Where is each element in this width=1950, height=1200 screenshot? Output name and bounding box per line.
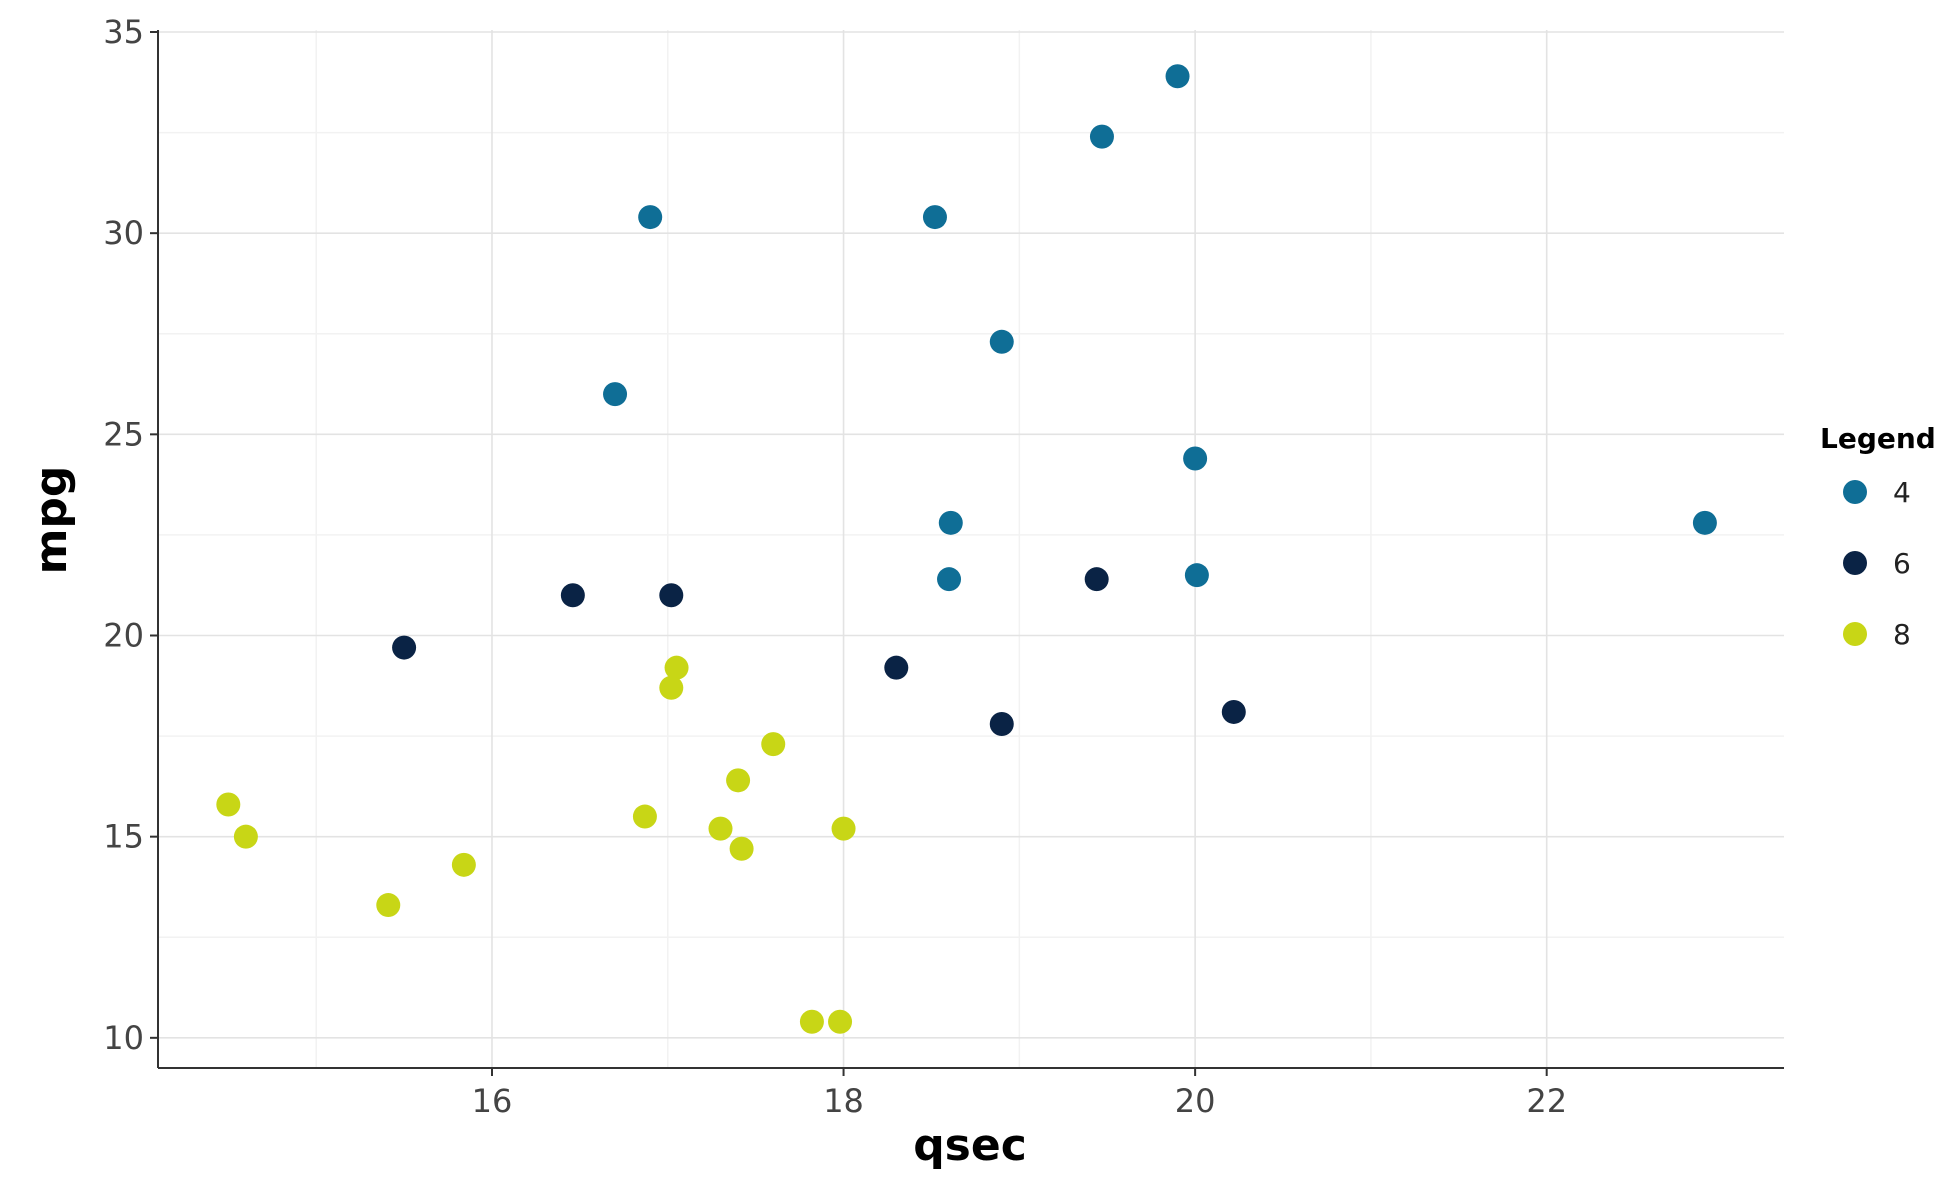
data-point-series-8 [632, 804, 657, 829]
data-point-series-4 [1184, 563, 1209, 588]
data-point-series-8 [233, 824, 258, 849]
minor-gridlines [158, 30, 1784, 1068]
legend-label-8: 8 [1893, 618, 1911, 651]
x-tick-label: 18 [823, 1082, 864, 1120]
data-point-series-6 [989, 712, 1014, 737]
legend-key-8 [1843, 622, 1867, 646]
data-point-series-4 [1692, 510, 1717, 535]
legend-key-4 [1843, 480, 1867, 504]
data-point-series-8 [726, 768, 751, 793]
data-point-series-8 [828, 1009, 853, 1034]
y-tick-label: 15 [103, 818, 144, 856]
data-point-series-4 [922, 205, 947, 230]
legend-key-6 [1843, 551, 1867, 575]
data-point-series-4 [638, 205, 663, 230]
x-tick-label: 22 [1526, 1082, 1567, 1120]
data-point-series-4 [938, 510, 963, 535]
data-points [216, 64, 1717, 1034]
data-point-series-4 [1089, 124, 1114, 149]
y-tick-label: 10 [103, 1019, 144, 1057]
data-point-series-6 [392, 635, 417, 660]
data-point-series-6 [1221, 699, 1246, 724]
y-axis-ticks: 10 15 20 25 30 35 [103, 13, 158, 1057]
data-point-series-4 [1165, 64, 1190, 89]
data-point-series-6 [560, 583, 585, 608]
y-tick-label: 20 [103, 617, 144, 655]
data-point-series-8 [216, 792, 241, 817]
x-tick-label: 16 [472, 1082, 513, 1120]
data-point-series-8 [451, 852, 476, 877]
data-point-series-8 [376, 893, 401, 918]
data-point-series-8 [761, 732, 786, 757]
legend-title: Legend [1820, 422, 1936, 455]
data-point-series-4 [937, 567, 962, 592]
data-point-series-8 [729, 836, 754, 861]
x-tick-label: 20 [1175, 1082, 1216, 1120]
data-point-series-6 [884, 655, 909, 680]
data-point-series-8 [831, 816, 856, 841]
data-point-series-6 [659, 583, 684, 608]
major-gridlines [158, 30, 1784, 1068]
data-point-series-4 [989, 329, 1014, 354]
y-axis-title: mpg [26, 466, 77, 575]
data-point-series-4 [1183, 446, 1208, 471]
legend-entries: 4 6 8 [1843, 476, 1911, 651]
data-point-series-8 [708, 816, 733, 841]
data-point-series-4 [603, 382, 628, 407]
legend-label-4: 4 [1893, 476, 1911, 509]
data-point-series-8 [799, 1009, 824, 1034]
axes [157, 30, 1784, 1069]
y-tick-label: 30 [103, 214, 144, 252]
y-tick-label: 35 [103, 13, 144, 51]
y-tick-label: 25 [103, 415, 144, 453]
legend: Legend 4 6 8 [1820, 422, 1936, 651]
data-point-series-8 [659, 675, 684, 700]
data-point-series-8 [664, 655, 689, 680]
x-axis-ticks: 16 18 20 22 [472, 1068, 1567, 1120]
legend-label-6: 6 [1893, 547, 1911, 580]
x-axis-title: qsec [913, 1120, 1027, 1171]
data-point-series-6 [1084, 567, 1109, 592]
